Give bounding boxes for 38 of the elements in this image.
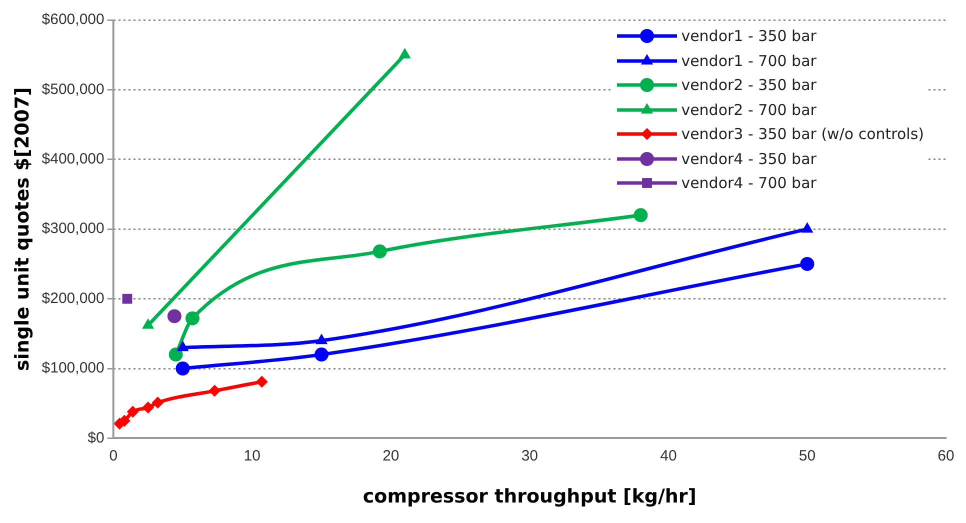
x-tick-label: 50 <box>798 447 816 464</box>
point <box>122 294 132 304</box>
legend-label: vendor2 - 350 bar <box>681 75 816 96</box>
point <box>800 256 814 271</box>
y-tick-label: $200,000 <box>42 290 104 307</box>
point <box>167 309 182 324</box>
y-tick-label: $300,000 <box>42 220 104 238</box>
legend-label: vendor2 - 700 bar <box>681 100 816 120</box>
legend-label: vendor4 - 350 bar <box>681 148 816 170</box>
x-tick-label: 60 <box>938 447 954 464</box>
x-tick-label: 40 <box>660 447 677 464</box>
point <box>208 384 221 397</box>
x-tick-label: 10 <box>244 447 260 464</box>
x-tick-label: 30 <box>521 447 538 464</box>
point <box>634 208 648 222</box>
legend-label: vendor4 - 700 bar <box>681 173 816 194</box>
legend-label: vendor3 - 350 bar (w/o controls) <box>681 124 924 145</box>
point <box>185 311 200 326</box>
x-tick-label: 20 <box>382 447 400 464</box>
point <box>176 362 190 376</box>
legend-label: vendor1 - 350 bar <box>681 26 816 47</box>
x-axis-title: compressor throughput [kg/hr] <box>362 486 696 508</box>
y-tick-label: $400,000 <box>42 150 104 168</box>
point <box>126 406 139 418</box>
x-tick-label: 0 <box>109 447 118 464</box>
y-tick-label: $0 <box>88 429 104 446</box>
legend-label: vendor1 - 700 bar <box>681 50 816 72</box>
point <box>142 402 154 414</box>
y-axis-title: single unit quotes $[2007] <box>11 87 34 371</box>
point <box>314 348 329 362</box>
y-tick-label: $100,000 <box>42 360 104 377</box>
point <box>168 348 183 362</box>
point <box>372 244 387 258</box>
point <box>152 396 164 409</box>
y-tick-label: $500,000 <box>42 80 104 98</box>
point <box>256 376 268 388</box>
y-tick-label: $600,000 <box>42 11 104 28</box>
point <box>801 222 814 233</box>
